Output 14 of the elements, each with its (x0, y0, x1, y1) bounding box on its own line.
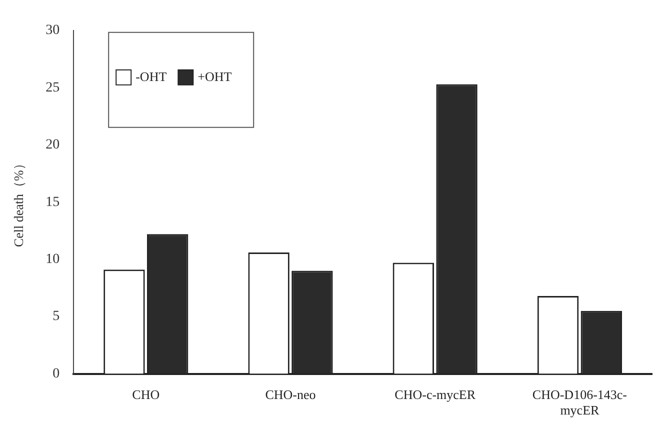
y-tick-label: 0 (52, 366, 60, 382)
legend-label: -OHT (136, 68, 167, 84)
x-tick-label: CHO-D106-143c-mycER (532, 387, 627, 418)
x-tick-label: CHO (132, 387, 160, 402)
y-tick-label: 5 (52, 309, 60, 324)
y-tick-label: 30 (46, 23, 60, 38)
x-tick-label: CHO-c-mycER (394, 387, 476, 402)
y-axis-title: Cell death（%） (11, 157, 26, 248)
legend-label: +OHT (198, 68, 232, 84)
y-tick-label: 25 (46, 80, 60, 96)
x-tick-label: CHO-neo (265, 387, 316, 402)
y-tick-label: 10 (46, 252, 60, 268)
y-tick-label: 15 (46, 194, 60, 210)
y-tick-label: 20 (46, 138, 60, 153)
